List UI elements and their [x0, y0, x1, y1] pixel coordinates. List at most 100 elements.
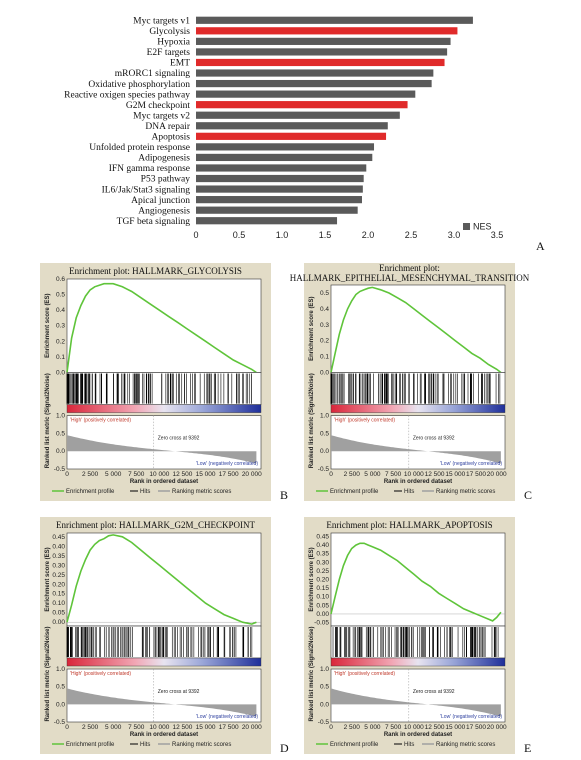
- x-axis-title: Rank in ordered dataset: [130, 732, 198, 738]
- x-tick-label: 15 000: [196, 724, 216, 731]
- legend-es-label: Enrichment profile: [66, 742, 115, 748]
- bar-category-label: E2F targets: [147, 48, 191, 58]
- legend-hits-label: Hits: [140, 489, 150, 495]
- metric-y-tick: 0.0: [56, 701, 65, 708]
- x-tick-label: 0: [329, 471, 333, 478]
- legend-metric-label: Ranking metric scores: [436, 742, 495, 748]
- es-y-tick: 0.4: [56, 307, 65, 314]
- x-tick-label: 15 000: [196, 471, 216, 478]
- es-y-tick: 0.15: [52, 591, 65, 598]
- high-label: 'High' (positively correlated): [70, 418, 131, 424]
- x-tick-label: 12 500: [173, 471, 193, 478]
- metric-y-tick: 1.0: [320, 413, 329, 420]
- bar-category-label: Unfolded protein response: [89, 142, 190, 153]
- bar-category-label: Adipogenesis: [138, 154, 190, 164]
- x-tick-label: 12 500: [425, 724, 445, 731]
- x-axis-title: Rank in ordered dataset: [130, 479, 198, 485]
- metric-y-tick: 0.0: [320, 448, 329, 455]
- es-y-tick: 0.35: [52, 553, 65, 560]
- x-tick-label: 10 000: [404, 724, 424, 731]
- bar-category-label: Hypoxia: [157, 38, 191, 48]
- x-tick-label: 17 500: [219, 724, 239, 731]
- x-tick-label: 2 500: [82, 724, 99, 731]
- nes-bar: [196, 164, 367, 172]
- es-y-tick: 0.2: [56, 338, 65, 345]
- nes-bar: [196, 174, 364, 183]
- low-label: 'Low' (negatively correlated): [196, 461, 258, 467]
- x-tick-label: 3.0: [448, 230, 461, 240]
- legend-es-label: Enrichment profile: [330, 489, 379, 495]
- es-y-tick: 0.45: [316, 533, 329, 540]
- x-tick-label: 10 000: [149, 724, 169, 731]
- panel-title: Enrichment plot: HALLMARK_APOPTOSIS: [326, 520, 492, 530]
- legend-swatch: [463, 223, 470, 230]
- bar-category-label: P53 pathway: [141, 175, 191, 185]
- ranking-color-bar: [66, 657, 262, 667]
- es-y-tick: 0.10: [316, 594, 329, 601]
- es-y-axis-title: Enrichment score (ES): [309, 297, 315, 361]
- es-y-tick: 0.6: [56, 276, 65, 283]
- nes-bar: [196, 48, 448, 56]
- nes-bar: [196, 143, 375, 151]
- x-tick-label: 2 500: [344, 724, 361, 731]
- gsea-plot-g2m: Enrichment plot: HALLMARK_G2M_CHECKPOINT…: [40, 517, 289, 755]
- legend-label: NES: [473, 222, 492, 232]
- es-y-tick: 0.25: [316, 568, 329, 575]
- panel-letter: B: [280, 488, 288, 502]
- es-y-tick: 0.00: [316, 611, 329, 618]
- es-y-tick: 0.35: [316, 551, 329, 558]
- x-tick-label: 2 500: [82, 471, 99, 478]
- nes-bar: [196, 101, 408, 109]
- bar-category-label: Oxidative phosphorylation: [88, 80, 190, 90]
- es-y-tick: 0.4: [320, 306, 329, 313]
- nes-bar: [196, 27, 458, 35]
- es-y-tick: 0.5: [320, 290, 329, 297]
- es-y-tick: 0.40: [316, 542, 329, 549]
- panel-letter-a: A: [536, 239, 545, 253]
- metric-y-axis-title: Ranked list metric (Signal2Noise): [309, 626, 315, 721]
- hits-area: [330, 372, 506, 405]
- low-label: 'Low' (negatively correlated): [440, 714, 502, 720]
- metric-y-tick: 1.0: [320, 666, 329, 673]
- x-tick-label: 7 500: [128, 724, 145, 731]
- es-y-tick: 0.1: [56, 354, 65, 361]
- legend-metric-label: Ranking metric scores: [172, 489, 231, 495]
- zero-cross-label: Zero cross at 9392: [413, 689, 455, 695]
- x-tick-label: 3.5: [491, 230, 504, 240]
- enrichment-profile-line: [330, 286, 502, 374]
- x-tick-label: 0: [65, 471, 69, 478]
- es-y-tick: 0.25: [52, 572, 65, 579]
- metric-y-tick: 0.5: [56, 684, 65, 691]
- gsea-plot-emt: Enrichment plot:HALLMARK_EPITHELIAL_MESE…: [290, 263, 532, 502]
- metric-y-tick: -0.5: [54, 719, 66, 726]
- es-y-tick: 0.20: [316, 577, 329, 584]
- nes-bar: [196, 16, 473, 24]
- bar-category-label: Myc targets v1: [133, 16, 190, 26]
- bar-category-label: mRORC1 signaling: [115, 69, 190, 79]
- x-tick-label: 0: [193, 230, 198, 240]
- nes-bar: [196, 132, 387, 140]
- es-plot-area: [330, 284, 506, 373]
- x-tick-label: 10 000: [149, 471, 169, 478]
- ranking-metric-area: [331, 688, 501, 717]
- nes-bar: [196, 196, 362, 204]
- ranking-metric-area: [67, 688, 257, 717]
- x-tick-label: 5 000: [105, 471, 122, 478]
- x-tick-label: 17 500: [219, 471, 239, 478]
- x-tick-label: 2.5: [405, 230, 418, 240]
- es-y-tick: -0.05: [314, 620, 329, 627]
- es-y-axis-title: Enrichment score (ES): [45, 547, 51, 611]
- metric-y-axis-title: Ranked list metric (Signal2Noise): [45, 373, 51, 468]
- x-tick-label: 5 000: [364, 471, 381, 478]
- zero-cross-label: Zero cross at 9392: [158, 689, 200, 695]
- nes-bar: [196, 217, 338, 225]
- legend-hits-label: Hits: [404, 742, 414, 748]
- x-tick-label: 2 500: [344, 471, 361, 478]
- nes-bar: [196, 79, 432, 88]
- es-y-axis-title: Enrichment score (ES): [45, 294, 51, 358]
- bar-category-label: DNA repair: [145, 122, 190, 132]
- bar-category-label: Myc targets v2: [133, 111, 190, 121]
- high-label: 'High' (positively correlated): [334, 418, 395, 424]
- x-tick-label: 0: [329, 724, 333, 731]
- x-tick-label: 17 500: [466, 724, 486, 731]
